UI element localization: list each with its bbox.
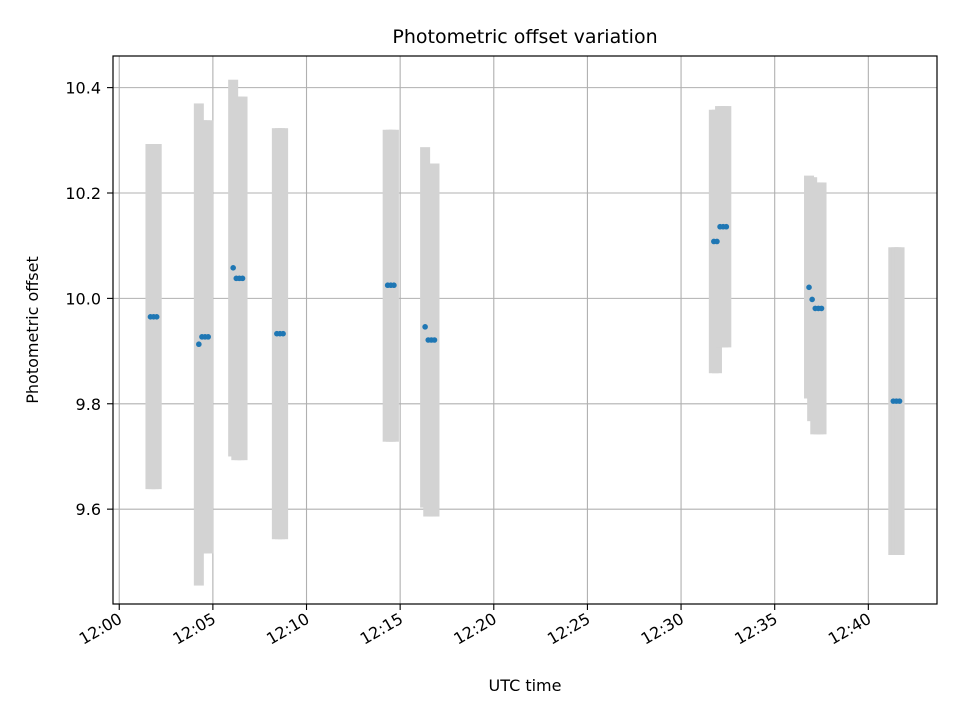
data-point <box>806 284 812 291</box>
data-points <box>147 223 903 404</box>
data-point <box>391 282 397 289</box>
y-tick-label: 10.4 <box>65 79 101 98</box>
data-point <box>818 305 825 312</box>
y-tick-label: 10.2 <box>65 184 101 203</box>
y-tick-label: 9.8 <box>76 395 101 414</box>
data-point <box>280 330 286 337</box>
data-point <box>714 238 720 245</box>
data-point <box>196 341 202 348</box>
y-tick-label: 9.6 <box>76 500 101 519</box>
data-point <box>431 337 438 343</box>
data-point <box>239 275 246 282</box>
y-tick-label: 10.0 <box>65 289 101 308</box>
data-point <box>153 314 160 320</box>
data-point <box>422 324 428 330</box>
data-point <box>230 265 236 271</box>
data-point <box>723 223 730 230</box>
data-point <box>205 334 211 340</box>
data-point <box>896 398 903 404</box>
x-axis-label: UTC time <box>489 676 562 695</box>
grid-lines <box>113 56 937 604</box>
y-axis-label: Photometric offset <box>23 256 42 404</box>
data-point <box>809 296 815 303</box>
y-axis-ticks: 9.6 9.8 10.0 10.2 10.4 <box>65 79 113 519</box>
plot-area-frame <box>112 55 938 605</box>
chart-title: Photometric offset variation <box>392 26 657 48</box>
